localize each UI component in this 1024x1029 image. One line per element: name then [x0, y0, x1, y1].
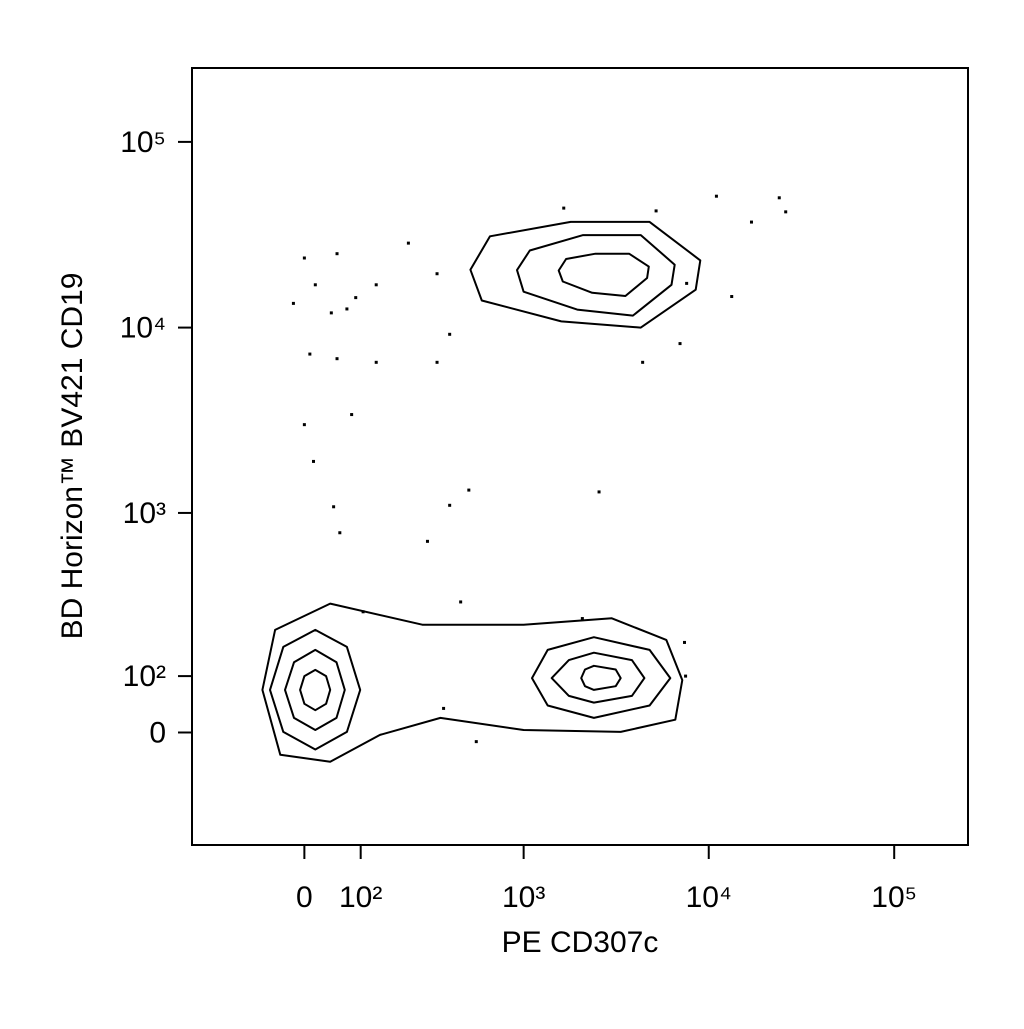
y-tick-label: 10⁴	[120, 312, 166, 345]
y-tick-label: 10⁵	[120, 126, 166, 159]
event-dot	[678, 342, 682, 346]
event-dot	[406, 241, 410, 245]
contour-line	[550, 651, 646, 704]
y-tick-label: 10³	[123, 497, 166, 530]
event-dot	[730, 295, 734, 299]
event-dot	[683, 640, 687, 644]
event-dot	[448, 332, 452, 336]
event-dot	[467, 488, 471, 492]
event-dot	[313, 283, 317, 287]
event-dot	[374, 360, 378, 364]
event-dot	[345, 307, 349, 311]
event-dot	[425, 539, 429, 543]
event-dot	[580, 617, 584, 621]
contour-line	[516, 234, 676, 317]
event-dot	[641, 360, 645, 364]
contour-line	[269, 628, 362, 751]
event-dot	[749, 220, 753, 224]
plot-frame	[191, 67, 969, 846]
event-dot	[338, 531, 342, 535]
event-dot	[435, 360, 439, 364]
y-axis-label: BD Horizon™ BV421 CD19	[56, 273, 89, 640]
event-dot	[335, 357, 339, 361]
contour-line	[469, 220, 702, 329]
x-tick-label: 10³	[502, 881, 545, 914]
event-dot	[312, 459, 316, 463]
contour-line	[299, 668, 332, 712]
contour-line	[261, 602, 684, 763]
y-tick-label: 0	[149, 716, 166, 749]
event-dot	[361, 610, 365, 614]
event-dot	[302, 423, 306, 427]
x-tick-label: 10⁴	[686, 881, 732, 914]
x-tick-label: 10⁵	[871, 881, 917, 914]
contour-line	[557, 252, 650, 297]
event-dot	[354, 296, 358, 300]
contour-line	[531, 636, 672, 719]
event-dot	[474, 740, 478, 744]
event-dot	[654, 209, 658, 213]
event-dot	[332, 505, 336, 509]
event-dot	[302, 256, 306, 260]
event-dot	[374, 283, 378, 287]
event-dot	[459, 600, 463, 604]
event-dot	[777, 196, 781, 200]
x-axis-label: PE CD307c	[502, 926, 659, 959]
event-dot	[291, 301, 295, 305]
contour-line	[580, 664, 622, 691]
event-dot	[684, 674, 688, 678]
y-tick-label: 10²	[123, 660, 166, 693]
x-tick-label: 0	[296, 881, 313, 914]
event-dot	[442, 706, 446, 710]
event-dot	[562, 206, 566, 210]
event-dot	[435, 272, 439, 276]
event-dot	[335, 252, 339, 256]
event-dot	[597, 490, 601, 494]
event-dot	[685, 281, 689, 285]
event-dot	[329, 311, 333, 315]
event-dot	[714, 194, 718, 198]
event-dot	[308, 352, 312, 356]
event-dot	[784, 210, 788, 214]
x-tick-label: 10²	[339, 881, 382, 914]
event-dot	[350, 413, 354, 417]
event-dot	[448, 503, 452, 507]
contour-line	[284, 648, 346, 731]
